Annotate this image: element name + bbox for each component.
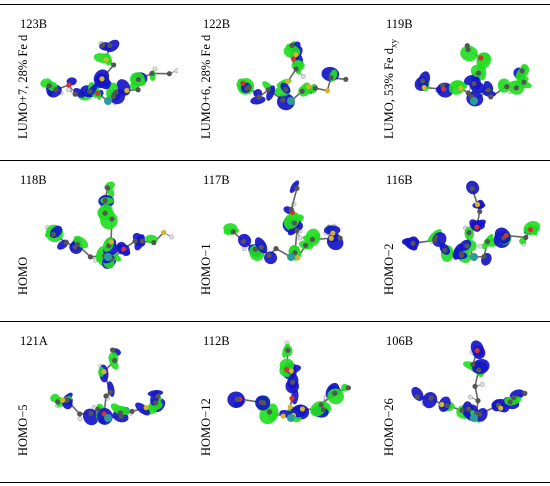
orbital-id: 112B <box>203 334 230 348</box>
orbital-panel: 116B HOMO−2 <box>366 161 549 316</box>
orbital-id: 122B <box>203 17 231 31</box>
table-top-rule <box>0 4 550 5</box>
orbital-id: 118B <box>20 173 47 187</box>
orbital-panel: 112B HOMO−12 <box>183 322 366 477</box>
row-rule-1 <box>0 160 550 161</box>
orbital-panel: 121A HOMO−5 <box>0 322 183 477</box>
orbital-panel: 123B LUMO+7, 28% Fe d <box>0 5 183 160</box>
molecule-orbital-render <box>223 180 344 265</box>
molecule-orbital-render <box>227 340 352 425</box>
molecule-orbital-render <box>45 181 174 269</box>
molecule-orbital-render <box>414 43 532 107</box>
orbital-id: 117B <box>203 173 230 187</box>
orbital-id: 116B <box>386 173 413 187</box>
orbital-panel: 106B HOMO−26 <box>366 322 549 477</box>
row-rule-2 <box>0 321 550 322</box>
orbital-panel: 118B HOMO <box>0 161 183 316</box>
molecule-orbital-render <box>411 340 528 423</box>
molecule-orbital-render <box>40 39 178 106</box>
molecule-orbital-render <box>236 41 349 111</box>
orbital-id: 121A <box>20 334 48 348</box>
molecule-orbital-render <box>401 180 541 266</box>
orbital-id: 106B <box>386 334 414 348</box>
orbital-panel: 117B HOMO−1 <box>183 161 366 316</box>
table-bottom-rule <box>0 482 550 483</box>
orbital-id: 119B <box>386 17 413 31</box>
orbital-id: 123B <box>20 17 48 31</box>
orbital-panel: 122B LUMO+6, 28% Fe d <box>183 5 366 160</box>
molecule-orbital-render <box>50 347 166 426</box>
orbital-panel: 119B LUMO, 53% Fe dxy <box>366 5 549 160</box>
